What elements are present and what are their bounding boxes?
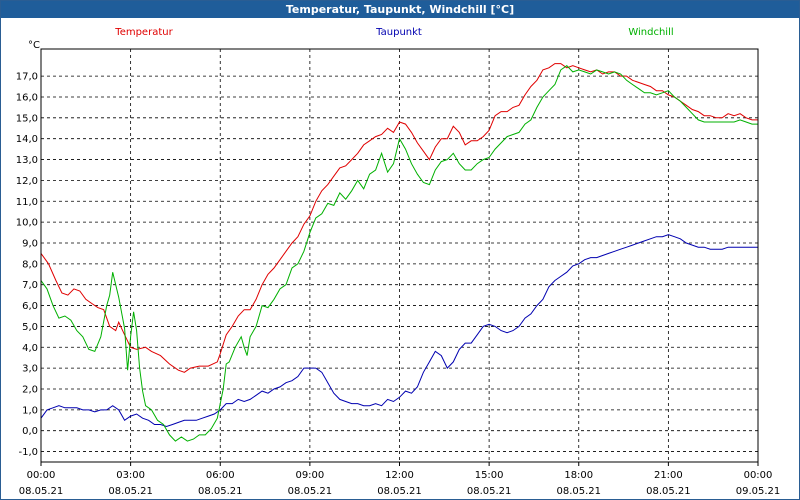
series-line-taupunkt xyxy=(40,234,758,428)
x-tick-date-label: 08.05.21 xyxy=(288,486,333,497)
x-tick-date-label: 08.05.21 xyxy=(198,486,243,497)
x-tick-date-label: 08.05.21 xyxy=(646,486,691,497)
y-tick-label: 14,0 xyxy=(16,134,38,145)
plot-frame xyxy=(40,48,759,463)
x-tick-date-label: 08.05.21 xyxy=(19,486,64,497)
x-tick-time-label: 00:00 xyxy=(27,470,56,481)
y-tick-label: 16,0 xyxy=(16,92,38,103)
y-axis-label: °C xyxy=(28,40,40,51)
y-tick-label: -1,0 xyxy=(18,447,38,458)
x-tick-date-label: 08.05.21 xyxy=(377,486,422,497)
y-tick-label: 10,0 xyxy=(16,218,38,229)
y-tick-label: 6,0 xyxy=(22,301,38,312)
y-tick-label: 5,0 xyxy=(22,322,38,333)
y-tick-label: 17,0 xyxy=(16,72,38,83)
x-tick-time-label: 21:00 xyxy=(654,470,683,481)
y-tick-label: 0,0 xyxy=(22,426,38,437)
axes: -1,0 0,0 1,0 2,0 3,0 4,0 5,0 6,0 7,0 8,0 9,0 10,0 11… xyxy=(16,48,781,497)
x-tick-date-label: 08.05.21 xyxy=(108,486,153,497)
x-tick-time-label: 06:00 xyxy=(206,470,235,481)
y-tick-label: 12,0 xyxy=(16,176,38,187)
x-tick-time-label: 03:00 xyxy=(116,470,145,481)
y-tick-label: 11,0 xyxy=(16,197,38,208)
x-tick-time-label: 15:00 xyxy=(475,470,504,481)
y-tick-label: 3,0 xyxy=(22,364,38,375)
x-tick-time-label: 09:00 xyxy=(295,470,324,481)
y-tick-label: 7,0 xyxy=(22,280,38,291)
x-tick-time-label: 18:00 xyxy=(564,470,593,481)
x-tick-date-label: 09.05.21 xyxy=(736,486,781,497)
x-tick-date-label: 08.05.21 xyxy=(556,486,601,497)
x-tick-time-label: 00:00 xyxy=(744,470,773,481)
x-tick-time-label: 12:00 xyxy=(385,470,414,481)
chart-svg: °C Temperatur Taupunkt Windchill -1,0 0,0 1,… xyxy=(16,27,781,497)
x-tick-date-label: 08.05.21 xyxy=(467,486,512,497)
series-group xyxy=(40,63,758,442)
grid xyxy=(41,49,758,462)
series-line-windchill xyxy=(40,65,758,442)
y-tick-label: 1,0 xyxy=(22,405,38,416)
legend-temperatur: Temperatur xyxy=(114,27,173,38)
legend-taupunkt: Taupunkt xyxy=(375,27,422,38)
y-tick-label: 4,0 xyxy=(22,343,38,354)
y-tick-label: 8,0 xyxy=(22,259,38,270)
y-tick-label: 15,0 xyxy=(16,113,38,124)
series-line-temperatur xyxy=(40,63,758,373)
window-title: Temperatur, Taupunkt, Windchill [°C] xyxy=(1,1,799,18)
y-tick-label: 9,0 xyxy=(22,238,38,249)
legend-windchill: Windchill xyxy=(628,27,673,38)
y-tick-label: 13,0 xyxy=(16,155,38,166)
legend: Temperatur Taupunkt Windchill xyxy=(114,27,673,38)
y-tick-label: 2,0 xyxy=(22,384,38,395)
